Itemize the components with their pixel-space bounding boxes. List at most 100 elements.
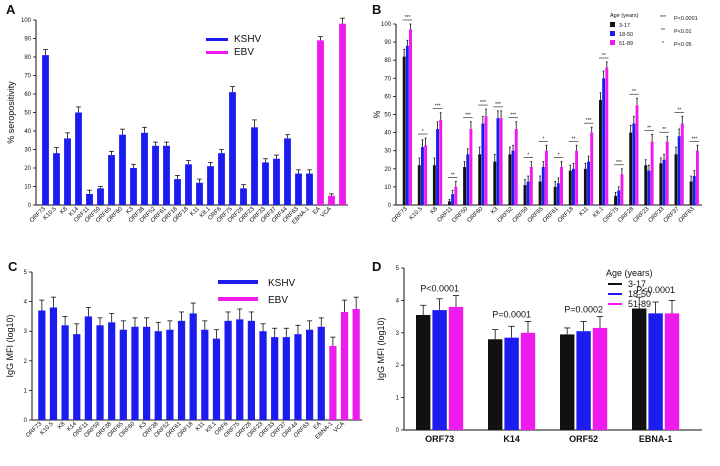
panel-b-sig-marker: *** xyxy=(480,100,486,106)
panel-a-x-tick-label: VCA xyxy=(320,206,333,219)
panel-c-bar xyxy=(131,326,139,420)
panel-c-bar xyxy=(177,320,186,420)
panel-b-bar xyxy=(420,147,424,205)
panel-b-legend-swatch xyxy=(610,40,615,45)
panel-b-x-tick-label: K8 xyxy=(430,206,440,216)
panel-b-bar xyxy=(514,128,518,205)
panel-b-y-axis-label: % xyxy=(372,110,382,118)
panel-a-y-tick-label: 50 xyxy=(24,111,31,117)
panel-b-sig-key-symbol: * xyxy=(662,41,664,47)
panel-b-bar xyxy=(436,128,440,205)
panel-b-bar xyxy=(587,161,591,205)
panel-b-bar xyxy=(571,168,575,205)
panel-b-bar xyxy=(454,186,458,205)
panel-b-sig-key-symbol: *** xyxy=(660,15,666,21)
panel-b-sig-marker: *** xyxy=(435,104,441,110)
panel-label-d: D xyxy=(372,259,381,274)
panel-b-x-tick-label: K10.5 xyxy=(409,206,425,222)
panel-b-bar xyxy=(499,118,503,205)
panel-d-bar xyxy=(488,339,503,430)
panel-a-y-tick-label: 70 xyxy=(24,74,31,80)
panel-c-y-tick-label: 2 xyxy=(24,359,28,365)
panel-a-bar xyxy=(273,158,280,205)
panel-b-y-tick-label: 0 xyxy=(388,203,392,209)
panel-b-bar xyxy=(402,56,406,205)
panel-d-y-tick-label: 3 xyxy=(396,331,400,337)
panel-b-bar xyxy=(424,145,428,205)
panel-b-bar xyxy=(659,163,663,205)
panel-b-bar xyxy=(417,165,421,205)
panel-b-bar xyxy=(680,123,684,205)
panel-b-y-tick-label: 60 xyxy=(384,94,391,100)
panel-b-y-tick-label: 80 xyxy=(384,58,391,64)
panel-a-bar xyxy=(42,55,49,206)
panel-c-bar xyxy=(84,316,93,420)
panel-b-legend-label: 51-89 xyxy=(619,41,633,47)
panel-d-bar xyxy=(416,314,431,430)
panel-b-legend-swatch xyxy=(610,31,615,36)
panel-a-bar xyxy=(174,179,181,205)
panel-d-bar xyxy=(648,313,663,430)
panel-b-x-tick-label: ORF60 xyxy=(466,206,484,224)
panel-c-legend-label: KSHV xyxy=(268,278,296,289)
panel-a-y-tick-label: 10 xyxy=(24,185,31,191)
panel-b-x-tick-label: K8.1 xyxy=(592,206,605,219)
panel-d-bar xyxy=(520,332,536,430)
panel-a-x-tick-label: K11 xyxy=(189,206,201,218)
panel-c-x-tick-label: K10.5 xyxy=(40,421,56,437)
panel-d-x-tick-label: ORF73 xyxy=(425,434,454,444)
panel-d-y-tick-label: 5 xyxy=(396,266,400,272)
panel-a-bar xyxy=(196,182,203,205)
panel-b-sig-marker: ** xyxy=(632,89,636,95)
panel-b-bar xyxy=(439,119,443,205)
panel-b-sig-marker: ** xyxy=(662,127,666,133)
panel-c-bar xyxy=(154,331,162,420)
panel-b-bar xyxy=(523,185,527,205)
panel-b-bar xyxy=(544,150,548,205)
panel-a-bar xyxy=(328,195,335,205)
panel-b-sig-marker: ** xyxy=(451,172,455,178)
panel-b-sig-marker: *** xyxy=(510,113,516,119)
panel-c-bar xyxy=(340,311,349,420)
panel-c-y-tick-label: 5 xyxy=(24,270,28,276)
panel-a-bar xyxy=(317,40,324,205)
panel-b-sig-key-symbol: ** xyxy=(661,28,665,34)
panel-b-bar xyxy=(632,123,636,205)
panel-c-y-axis-label: IgG MFI (log10) xyxy=(5,314,15,377)
panel-c-bar xyxy=(271,337,279,420)
panel-c-bar xyxy=(329,346,337,420)
panel-d-pvalue: P<0.0001 xyxy=(420,284,459,294)
panel-b-y-tick-label: 70 xyxy=(384,76,391,82)
panel-b-bar xyxy=(432,165,436,205)
panel-b-sig-marker: *** xyxy=(616,160,622,166)
panel-d-bar xyxy=(504,337,519,430)
panel-c-bar xyxy=(352,309,360,420)
panel-b-y-tick-label: 10 xyxy=(384,185,391,191)
panel-b-legend-title: Age (years) xyxy=(610,13,639,19)
panel-c-bar xyxy=(166,329,174,420)
panel-b-sig-key-label: P<0.0001 xyxy=(674,16,698,22)
panel-a-bar xyxy=(64,138,71,205)
panel-b-bar xyxy=(463,166,467,205)
panel-a-y-axis-label: % seropositivity xyxy=(6,81,16,144)
panel-b-bar xyxy=(620,174,624,205)
panel-a-bar xyxy=(251,127,258,205)
panel-d-x-tick-label: ORF52 xyxy=(569,434,598,444)
panel-c-x-tick-label: K3 xyxy=(139,421,149,431)
panel-b-y-tick-label: 90 xyxy=(384,40,391,46)
panel-b-bar xyxy=(695,150,699,205)
panel-b-bar xyxy=(602,78,606,205)
panel-label-a: A xyxy=(6,2,16,17)
panel-a-bar xyxy=(306,173,313,205)
panel-c-bar xyxy=(108,322,116,420)
panel-b-bar xyxy=(644,165,648,205)
panel-c-bar xyxy=(224,320,232,420)
panel-d-bar xyxy=(632,308,647,430)
panel-c-bar xyxy=(142,326,151,420)
panel-a-y-tick-label: 100 xyxy=(21,18,32,24)
panel-c-bar xyxy=(119,329,127,420)
panel-b-x-tick-label: K3 xyxy=(490,206,500,216)
panel-b-sig-marker: ** xyxy=(572,136,576,142)
panel-b-bar xyxy=(617,190,621,205)
